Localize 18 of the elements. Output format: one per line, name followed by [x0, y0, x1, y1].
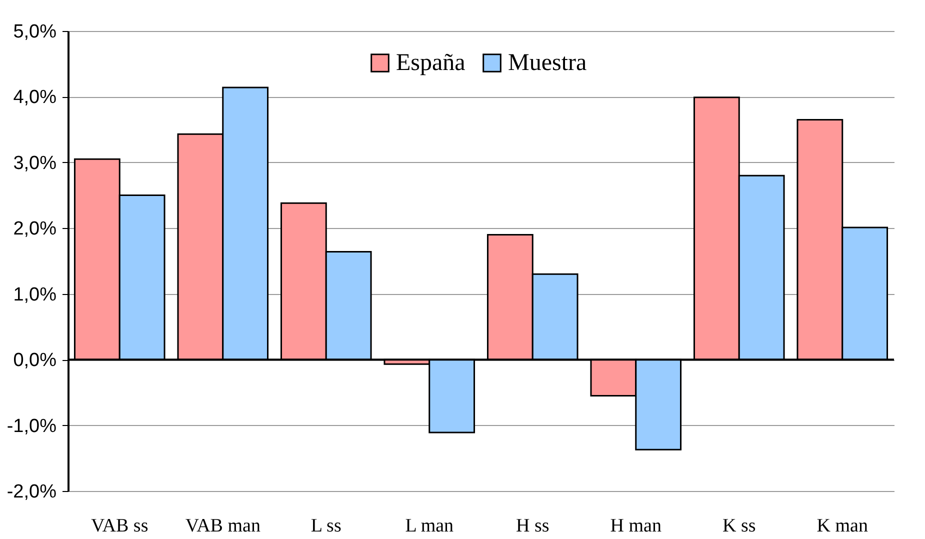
y-tick-label: 0,0%	[13, 350, 57, 372]
x-tick-label: K ss	[722, 516, 756, 536]
x-tick-label: H ss	[516, 516, 550, 536]
y-tick-label: 3,0%	[13, 152, 57, 174]
y-tick-label: 2,0%	[13, 218, 57, 240]
x-tick-label: K man	[816, 516, 868, 536]
legend-label: España	[396, 50, 466, 76]
y-tick-label: 5,0%	[13, 22, 57, 42]
x-tick-label: L ss	[310, 516, 342, 536]
y-tick-label: -1,0%	[6, 416, 57, 437]
x-tick-label: H man	[610, 516, 662, 536]
legend-label: Muestra	[508, 50, 587, 76]
x-tick-label: L man	[405, 516, 454, 536]
y-tick-label: -2,0%	[6, 482, 57, 502]
x-tick-label: VAB man	[185, 516, 261, 536]
y-tick-label: 1,0%	[13, 284, 57, 306]
y-tick-label: 4,0%	[13, 87, 57, 108]
x-tick-label: VAB ss	[91, 516, 148, 536]
